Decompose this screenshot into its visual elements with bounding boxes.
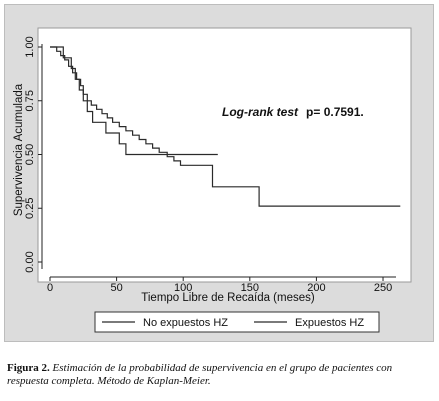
series-lines — [50, 46, 401, 207]
logrank-annotation: Log-rank test p= 0.7591. — [222, 103, 364, 120]
caption-label: Figura 2. — [7, 362, 50, 374]
y-tick-label: 0.25 — [24, 198, 36, 219]
x-axis-title: Tiempo Libre de Recaída (meses) — [141, 292, 315, 304]
plot-area — [37, 27, 412, 283]
logrank-label: Log-rank test — [222, 105, 299, 119]
y-tick-label: 1.00 — [24, 36, 36, 57]
series-line-expuestos — [50, 46, 218, 156]
y-tick-label: 0.75 — [24, 90, 36, 111]
x-axis-ticks: 0 50 100 150 200 250 — [47, 277, 392, 294]
legend-box — [94, 311, 380, 333]
caption-text: Estimación de la probabilidad de supervi… — [7, 362, 393, 387]
x-tick-label: 100 — [174, 282, 192, 294]
legend-label-no-expuestos: No expuestos HZ — [143, 317, 228, 329]
x-tick-label: 250 — [374, 282, 392, 294]
x-tick-label: 150 — [241, 282, 259, 294]
y-axis-title: Supervivencia Acumulada — [13, 83, 25, 216]
figure-caption: Figura 2. Estimación de la probabilidad … — [7, 362, 433, 388]
x-tick-label: 200 — [307, 282, 325, 294]
logrank-pvalue: p= 0.7591. — [306, 105, 364, 119]
legend: No expuestos HZ Expuestos HZ — [94, 311, 380, 333]
x-tick-label: 0 — [47, 282, 53, 294]
series-line-no-expuestos — [50, 46, 401, 207]
x-tick-label: 50 — [110, 282, 122, 294]
y-tick-label: 0.00 — [24, 251, 36, 272]
y-tick-label: 0.50 — [24, 144, 36, 165]
legend-label-expuestos: Expuestos HZ — [295, 317, 364, 329]
y-axis-ticks: 0.00 0.25 0.50 0.75 1.00 — [24, 36, 42, 273]
